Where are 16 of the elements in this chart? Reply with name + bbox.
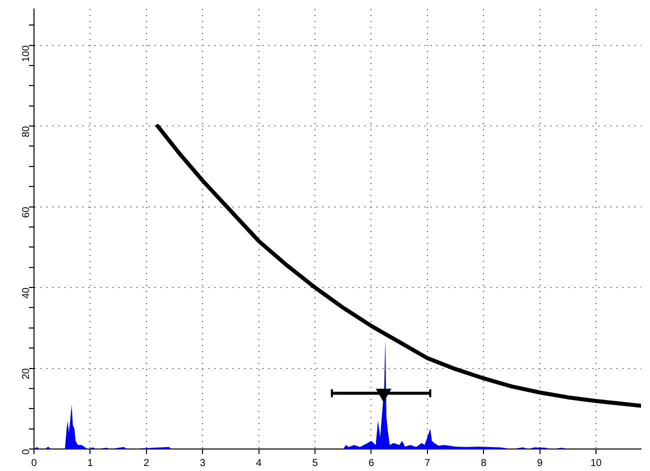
x-tick-label: 3 xyxy=(200,458,206,469)
x-tick-label: 2 xyxy=(144,458,150,469)
x-tick-label: 9 xyxy=(537,458,544,469)
x-tick-label: 1 xyxy=(87,458,94,469)
y-tick-label: 0 xyxy=(20,448,32,455)
x-tick-label: 5 xyxy=(312,458,318,469)
y-tick-label: 60 xyxy=(20,206,32,218)
y-tick-label: 80 xyxy=(20,126,32,138)
x-tick-label: 7 xyxy=(424,458,431,469)
x-tick-label: 8 xyxy=(480,458,487,469)
x-tick-label: 10 xyxy=(590,458,602,469)
y-tick-label: 20 xyxy=(20,368,32,380)
y-tick-label: 40 xyxy=(20,287,32,299)
x-tick-label: 4 xyxy=(256,458,262,469)
y-tick-label: 100 xyxy=(20,44,32,62)
x-tick-label: 6 xyxy=(368,458,374,469)
